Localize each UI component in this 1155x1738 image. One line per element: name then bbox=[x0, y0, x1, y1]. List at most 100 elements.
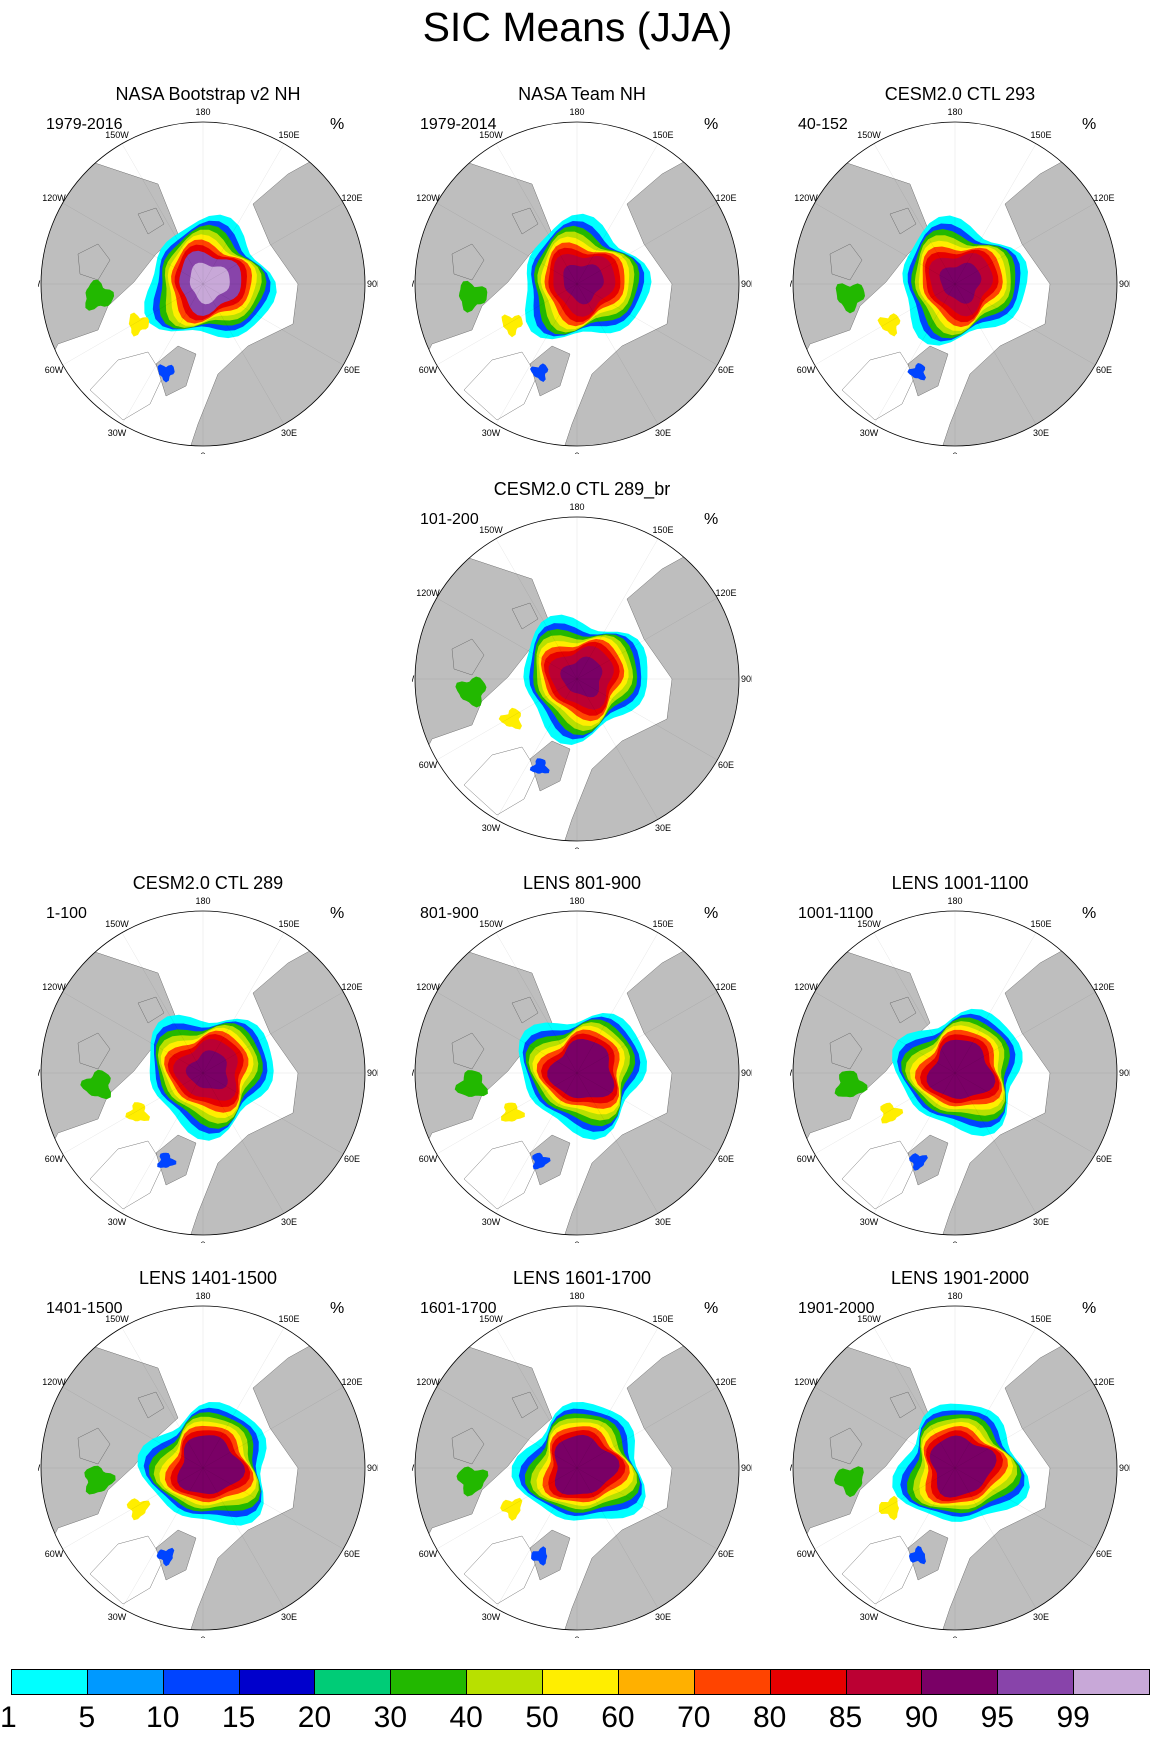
colorbar-box bbox=[921, 1669, 999, 1695]
longitude-label: 180 bbox=[569, 107, 584, 117]
polar-map: 180 150E 120E 90E 60E 30E 0 30W 60W 90W 120W 150W bbox=[412, 107, 752, 454]
longitude-label: 120W bbox=[42, 1377, 66, 1387]
longitude-label: 30E bbox=[655, 1217, 671, 1227]
longitude-label: 150W bbox=[105, 1314, 129, 1324]
longitude-label: 60E bbox=[718, 1549, 734, 1559]
colorbar-box bbox=[390, 1669, 468, 1695]
longitude-label: 90E bbox=[367, 1463, 378, 1473]
longitude-label: 150W bbox=[105, 919, 129, 929]
longitude-label: 120E bbox=[341, 193, 362, 203]
map-panel: 180 150E 120E 90E 60E 30E 0 30W 60W 90W 120W 150W LE… bbox=[412, 1268, 752, 1638]
map-panel: 180 150E 120E 90E 60E 30E 0 30W 60W 90W 120W 150W LE… bbox=[790, 1268, 1130, 1638]
colorbar-tick-label: 50 bbox=[525, 1701, 559, 1734]
map-panel: 180 150E 120E 90E 60E 30E 0 30W 60W 90W 120W 150W LE… bbox=[38, 1268, 378, 1638]
longitude-label: 30W bbox=[482, 1217, 501, 1227]
longitude-label: 90E bbox=[1119, 1463, 1130, 1473]
panel-title: LENS 801-900 bbox=[522, 873, 642, 893]
panel-unit: % bbox=[1082, 116, 1097, 133]
colorbar-box bbox=[997, 1669, 1075, 1695]
colorbar-box bbox=[693, 1669, 771, 1695]
longitude-label: 120E bbox=[715, 588, 736, 598]
longitude-label: 90E bbox=[741, 279, 752, 289]
longitude-label: 0 bbox=[574, 1635, 579, 1638]
map-panel: 180 150E 120E 90E 60E 30E 0 30W 60W 90W 120W 150W CE… bbox=[38, 873, 378, 1243]
colorbar-tick-label: 30 bbox=[373, 1701, 408, 1734]
map-panel: 180 150E 120E 90E 60E 30E 0 30W 60W 90W 120W 150W CE… bbox=[790, 84, 1130, 454]
panel-period: 801-900 bbox=[420, 905, 479, 922]
longitude-label: 180 bbox=[569, 896, 584, 906]
longitude-label: 60E bbox=[1096, 1154, 1112, 1164]
polar-map: 180 150E 120E 90E 60E 30E 0 30W 60W 90W 120W 150W bbox=[412, 1291, 752, 1638]
longitude-label: 60E bbox=[718, 1154, 734, 1164]
longitude-label: 180 bbox=[195, 896, 210, 906]
map-panel: 180 150E 120E 90E 60E 30E 0 30W 60W 90W 120W 150W LE… bbox=[412, 873, 752, 1243]
polar-map: 180 150E 120E 90E 60E 30E 0 30W 60W 90W 120W 150W bbox=[38, 1291, 378, 1638]
longitude-label: 150W bbox=[479, 130, 503, 140]
longitude-label: 30E bbox=[1033, 1612, 1049, 1622]
longitude-label: 90W bbox=[790, 1463, 793, 1473]
longitude-label: 30E bbox=[281, 1217, 297, 1227]
longitude-label: 150E bbox=[652, 1314, 673, 1324]
map-panel: 180 150E 120E 90E 60E 30E 0 30W 60W 90W 120W 150W NA… bbox=[38, 84, 378, 454]
longitude-label: 0 bbox=[952, 1240, 957, 1243]
panel-unit: % bbox=[704, 905, 719, 922]
longitude-label: 120E bbox=[715, 1377, 736, 1387]
panel-period: 1001-1100 bbox=[798, 905, 874, 922]
longitude-label: 120E bbox=[341, 982, 362, 992]
colorbar-box bbox=[542, 1669, 619, 1695]
longitude-label: 180 bbox=[195, 1291, 210, 1301]
longitude-label: 60W bbox=[419, 365, 438, 375]
colorbar-box bbox=[11, 1669, 88, 1695]
colorbar-tick-label: 60 bbox=[601, 1701, 635, 1734]
panel-title: LENS 1401-1500 bbox=[138, 1268, 278, 1288]
longitude-label: 30E bbox=[655, 823, 671, 833]
longitude-label: 90W bbox=[412, 279, 415, 289]
panel-period: 1979-2016 bbox=[46, 116, 123, 133]
longitude-label: 150W bbox=[857, 1314, 881, 1324]
panel-title: NASA Team NH bbox=[518, 84, 646, 104]
panel-unit: % bbox=[704, 116, 719, 133]
colorbar-box bbox=[162, 1669, 240, 1695]
map-panel: 180 150E 120E 90E 60E 30E 0 30W 60W 90W 120W 150W NA… bbox=[412, 84, 752, 454]
colorbar-box bbox=[845, 1669, 923, 1695]
longitude-label: 180 bbox=[947, 896, 962, 906]
panel-title: LENS 1601-1700 bbox=[512, 1268, 652, 1288]
polar-map: 180 150E 120E 90E 60E 30E 0 30W 60W 90W 120W 150W bbox=[412, 896, 752, 1243]
longitude-label: 30E bbox=[1033, 1217, 1049, 1227]
polar-map: 180 150E 120E 90E 60E 30E 0 30W 60W 90W 120W 150W bbox=[38, 896, 378, 1243]
colorbar-box bbox=[466, 1669, 544, 1695]
longitude-label: 150E bbox=[1030, 130, 1051, 140]
longitude-label: 150W bbox=[857, 130, 881, 140]
colorbar-tick-label: 5 bbox=[78, 1701, 96, 1734]
longitude-label: 120E bbox=[1093, 1377, 1114, 1387]
longitude-label: 90E bbox=[741, 674, 752, 684]
panel-period: 40-152 bbox=[798, 116, 848, 133]
longitude-label: 120W bbox=[416, 193, 440, 203]
panel-unit: % bbox=[1082, 1300, 1097, 1317]
longitude-label: 120W bbox=[42, 982, 66, 992]
longitude-label: 30W bbox=[860, 1612, 879, 1622]
colorbar-tick-label: 10 bbox=[146, 1701, 180, 1734]
colorbar-tick-label: 80 bbox=[752, 1701, 787, 1734]
longitude-label: 90W bbox=[38, 279, 41, 289]
longitude-label: 30E bbox=[281, 428, 297, 438]
colorbar-box bbox=[617, 1669, 695, 1695]
longitude-label: 60E bbox=[344, 1154, 360, 1164]
longitude-label: 0 bbox=[200, 1635, 205, 1638]
longitude-label: 60E bbox=[718, 365, 734, 375]
longitude-label: 30E bbox=[281, 1612, 297, 1622]
longitude-label: 90E bbox=[367, 1068, 378, 1078]
longitude-label: 0 bbox=[200, 1240, 205, 1243]
longitude-label: 120W bbox=[794, 193, 818, 203]
longitude-label: 150W bbox=[479, 919, 503, 929]
panel-title: LENS 1001-1100 bbox=[891, 873, 1029, 893]
longitude-label: 120E bbox=[1093, 193, 1114, 203]
colorbar-box bbox=[1073, 1669, 1150, 1695]
longitude-label: 60E bbox=[1096, 365, 1112, 375]
panel-period: 1901-2000 bbox=[798, 1300, 875, 1317]
colorbar-tick-label: 95 bbox=[980, 1701, 1014, 1734]
longitude-label: 90E bbox=[1119, 279, 1130, 289]
longitude-label: 120E bbox=[1093, 982, 1114, 992]
polar-map: 180 150E 120E 90E 60E 30E 0 30W 60W 90W 120W 150W bbox=[790, 1291, 1130, 1638]
longitude-label: 30W bbox=[482, 428, 501, 438]
